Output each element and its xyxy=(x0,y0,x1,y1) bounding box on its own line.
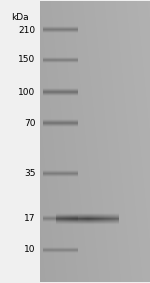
Text: 35: 35 xyxy=(24,170,36,178)
Text: 17: 17 xyxy=(24,215,36,224)
Text: 100: 100 xyxy=(18,88,36,97)
Text: 150: 150 xyxy=(18,55,36,64)
Text: 70: 70 xyxy=(24,119,36,128)
Text: 210: 210 xyxy=(18,26,36,35)
Text: 10: 10 xyxy=(24,245,36,254)
Text: kDa: kDa xyxy=(11,13,29,22)
